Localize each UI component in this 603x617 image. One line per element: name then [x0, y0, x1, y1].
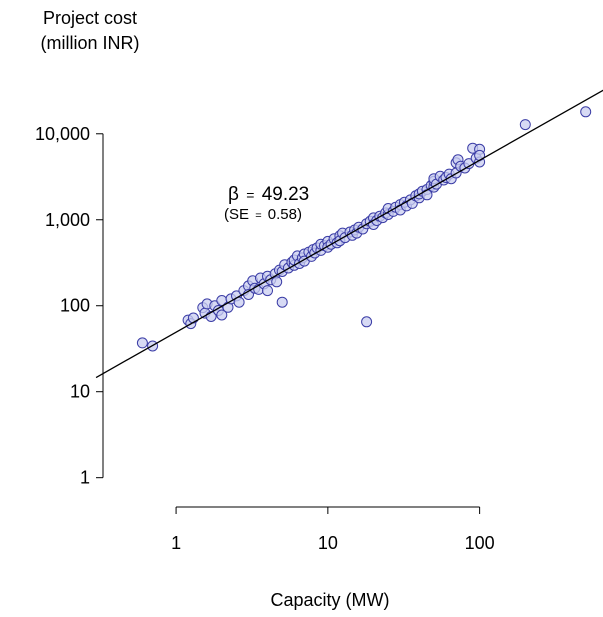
beta-symbol: β [228, 184, 239, 205]
data-point [262, 285, 273, 297]
data-point [216, 309, 228, 321]
data-point [187, 312, 199, 324]
se-prefix: (SE [224, 206, 249, 223]
y-tick-label: 1 [80, 468, 90, 488]
y-tick-label: 100 [60, 296, 90, 316]
data-point [519, 119, 531, 131]
data-points [136, 106, 592, 352]
data-point [136, 337, 148, 349]
beta-annotation: β = 49.23 [228, 184, 309, 205]
y-axis-title-line-2: (million INR) [40, 33, 140, 53]
data-point [276, 296, 288, 308]
se-value: 0.58) [268, 206, 302, 223]
data-point [361, 316, 373, 328]
y-tick-label: 10,000 [35, 124, 90, 144]
x-tick-label: 10 [318, 533, 338, 553]
axes: 1 10 100 1,000 10,000 1 10 100 [35, 124, 495, 553]
y-axis-title-line-1: Project cost [42, 8, 138, 28]
regression-line [95, 89, 603, 379]
data-point [271, 276, 283, 288]
beta-equals: = [246, 187, 254, 203]
y-tick-label: 1,000 [45, 210, 90, 230]
beta-value: 49.23 [262, 184, 310, 205]
x-axis-title: Capacity (MW) [270, 590, 390, 610]
data-point [580, 106, 592, 118]
se-annotation: (SE = 0.58) [224, 206, 302, 223]
y-tick-label: 10 [70, 382, 90, 402]
se-equals: = [255, 210, 261, 222]
x-tick-label: 1 [171, 533, 181, 553]
x-tick-label: 100 [465, 533, 495, 553]
